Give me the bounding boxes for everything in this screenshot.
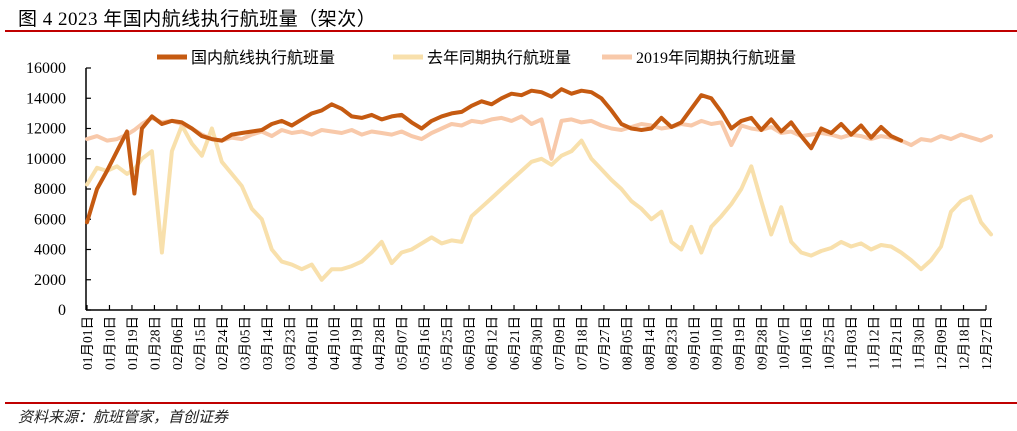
- x-tick-label: 05月25日: [440, 316, 455, 370]
- x-tick-label: 12月27日: [979, 316, 994, 370]
- x-tick-label: 08月05日: [619, 316, 634, 370]
- x-tick-label: 11月30日: [912, 316, 927, 370]
- series-line-1: [85, 123, 993, 282]
- x-tick-label: 10月16日: [799, 316, 814, 370]
- top-rule: [5, 30, 1017, 32]
- legend: 国内航线执行航班量 去年同期执行航班量 2019年同期执行航班量: [157, 49, 796, 67]
- x-tick-label: 01月01日: [80, 316, 95, 370]
- x-tick-label: 10月25日: [822, 316, 837, 370]
- x-axis: 01月01日 01月10日 01月19日 01月28日 02月06日 02月15日 02月2…: [80, 305, 994, 370]
- x-tick-label: 04月10日: [327, 316, 342, 370]
- plot-area: [85, 87, 993, 282]
- y-tick-label: 12000: [26, 121, 66, 138]
- x-tick-label: 12月18日: [957, 316, 972, 370]
- x-tick-label: 07月27日: [597, 316, 612, 370]
- x-tick-label: 11月21日: [889, 316, 904, 370]
- x-tick-label: 09月19日: [732, 316, 747, 370]
- x-tick-label: 05月07日: [395, 316, 410, 370]
- y-tick-label: 2000: [34, 272, 66, 289]
- x-tick-label: 06月03日: [462, 316, 477, 370]
- x-tick-label: 10月07日: [777, 316, 792, 370]
- x-tick-label: 02月06日: [170, 316, 185, 370]
- x-tick-label: 11月12日: [867, 316, 882, 370]
- x-tick-label: 02月15日: [192, 316, 207, 370]
- x-tick-label: 01月19日: [125, 316, 140, 370]
- x-tick-label: 03月14日: [260, 316, 275, 370]
- figure-title: 图 4 2023 年国内航线执行航班量（架次）: [18, 9, 377, 30]
- x-tick-label: 03月05日: [237, 316, 252, 370]
- x-tick-label: 06月30日: [530, 316, 545, 370]
- source-note: 资料来源：航班管家，首创证券: [18, 410, 229, 426]
- x-tick-label: 04月28日: [372, 316, 387, 370]
- y-tick-label: 6000: [34, 211, 66, 228]
- x-tick-label: 08月14日: [642, 316, 657, 370]
- x-tick-label: 09月01日: [687, 316, 702, 370]
- x-tick-label: 07月18日: [574, 316, 589, 370]
- y-tick-label: 4000: [34, 242, 66, 259]
- x-tick-label: 06月12日: [485, 316, 500, 370]
- line-chart: 国内航线执行航班量 去年同期执行航班量 2019年同期执行航班量 0 2000 4000…: [26, 49, 994, 370]
- x-tick-label: 07月09日: [552, 316, 567, 370]
- legend-label: 去年同期执行航班量: [427, 49, 571, 67]
- x-tick-label: 09月28日: [754, 316, 769, 370]
- series-line-0: [85, 87, 904, 225]
- y-tick-label: 0: [58, 302, 66, 319]
- x-tick-label: 08月23日: [664, 316, 679, 370]
- y-tick-label: 16000: [26, 60, 66, 77]
- x-tick-label: 02月24日: [215, 316, 230, 370]
- y-tick-label: 14000: [26, 90, 66, 107]
- x-tick-label: 03月23日: [282, 316, 297, 370]
- y-tick-label: 8000: [34, 181, 66, 198]
- x-tick-label: 12月09日: [934, 316, 949, 370]
- y-tick-label: 10000: [26, 151, 66, 168]
- x-tick-label: 11月03日: [844, 316, 859, 370]
- y-axis: 0 2000 4000 6000 8000 10000 12000 14000 16000: [26, 60, 91, 319]
- x-tick-label: 09月10日: [709, 316, 724, 370]
- x-tick-label: 04月01日: [305, 316, 320, 370]
- x-tick-label: 01月28日: [147, 316, 162, 370]
- x-tick-label: 06月21日: [507, 316, 522, 370]
- legend-label: 2019年同期执行航班量: [636, 49, 796, 67]
- x-tick-label: 01月10日: [102, 316, 117, 370]
- legend-label: 国内航线执行航班量: [191, 49, 335, 67]
- x-tick-label: 05月16日: [417, 316, 432, 370]
- bottom-rule: [5, 402, 1017, 404]
- x-tick-label: 04月19日: [350, 316, 365, 370]
- series-line-2: [85, 114, 993, 161]
